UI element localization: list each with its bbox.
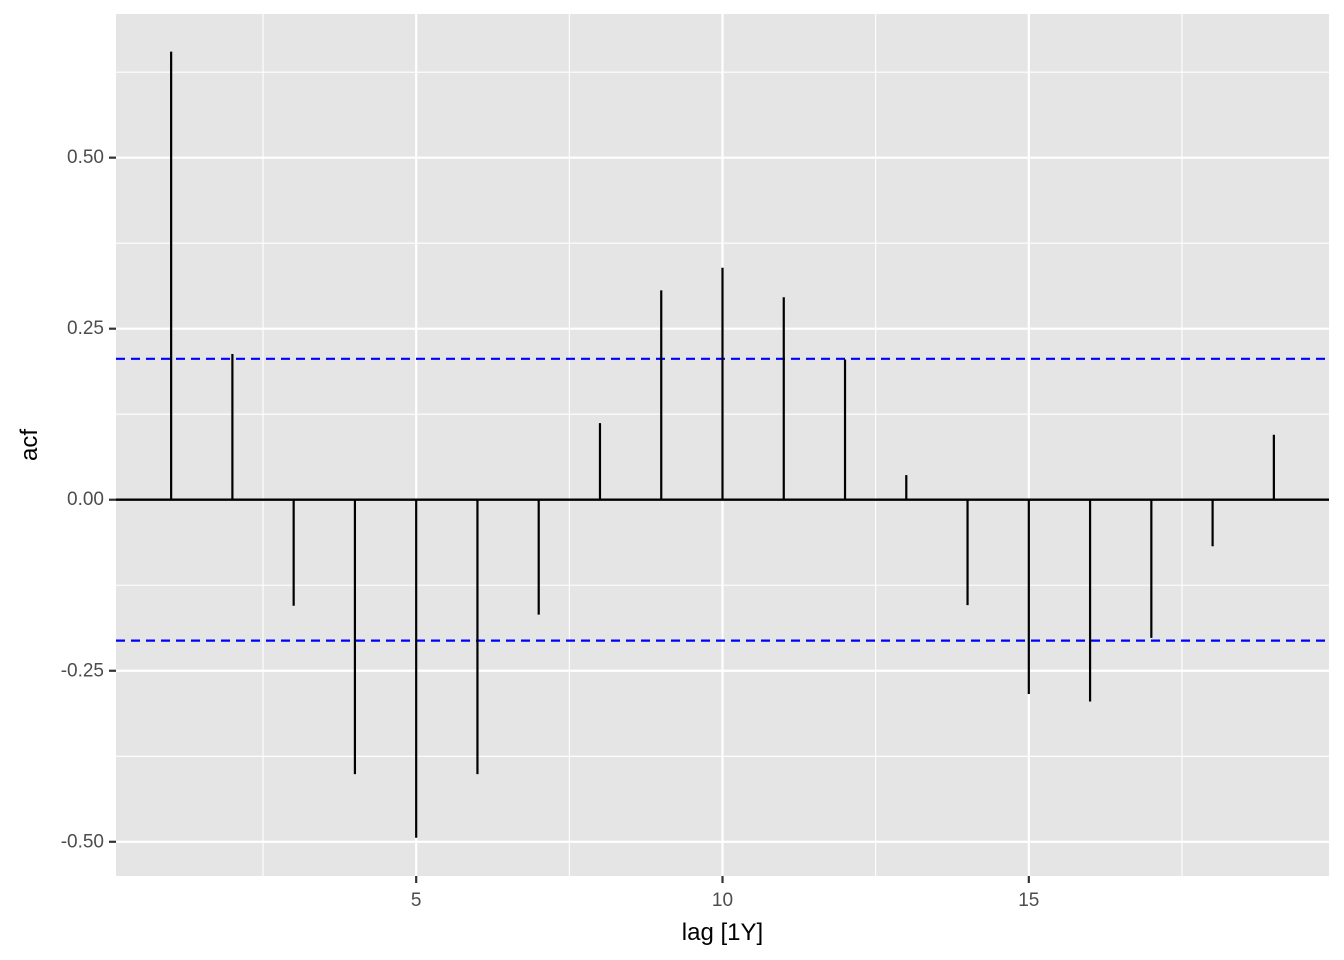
x-tick-label: 10 [712, 890, 733, 911]
y-tick-label: -0.50 [61, 831, 104, 852]
x-tick-label: 15 [1018, 890, 1039, 911]
acf-bars [170, 51, 1275, 838]
x-axis: 5 10 15 [411, 876, 1039, 911]
x-axis-title: lag [1Y] [682, 919, 763, 946]
y-tick-label: -0.25 [61, 660, 104, 681]
x-tick-label: 5 [411, 890, 422, 911]
y-tick-label: 0.00 [67, 489, 104, 510]
y-tick-label: 0.50 [67, 147, 104, 168]
y-axis-title: acf [16, 429, 43, 461]
y-axis: 0.50 0.25 0.00 -0.25 -0.50 [61, 147, 116, 852]
y-tick-label: 0.25 [67, 318, 104, 339]
